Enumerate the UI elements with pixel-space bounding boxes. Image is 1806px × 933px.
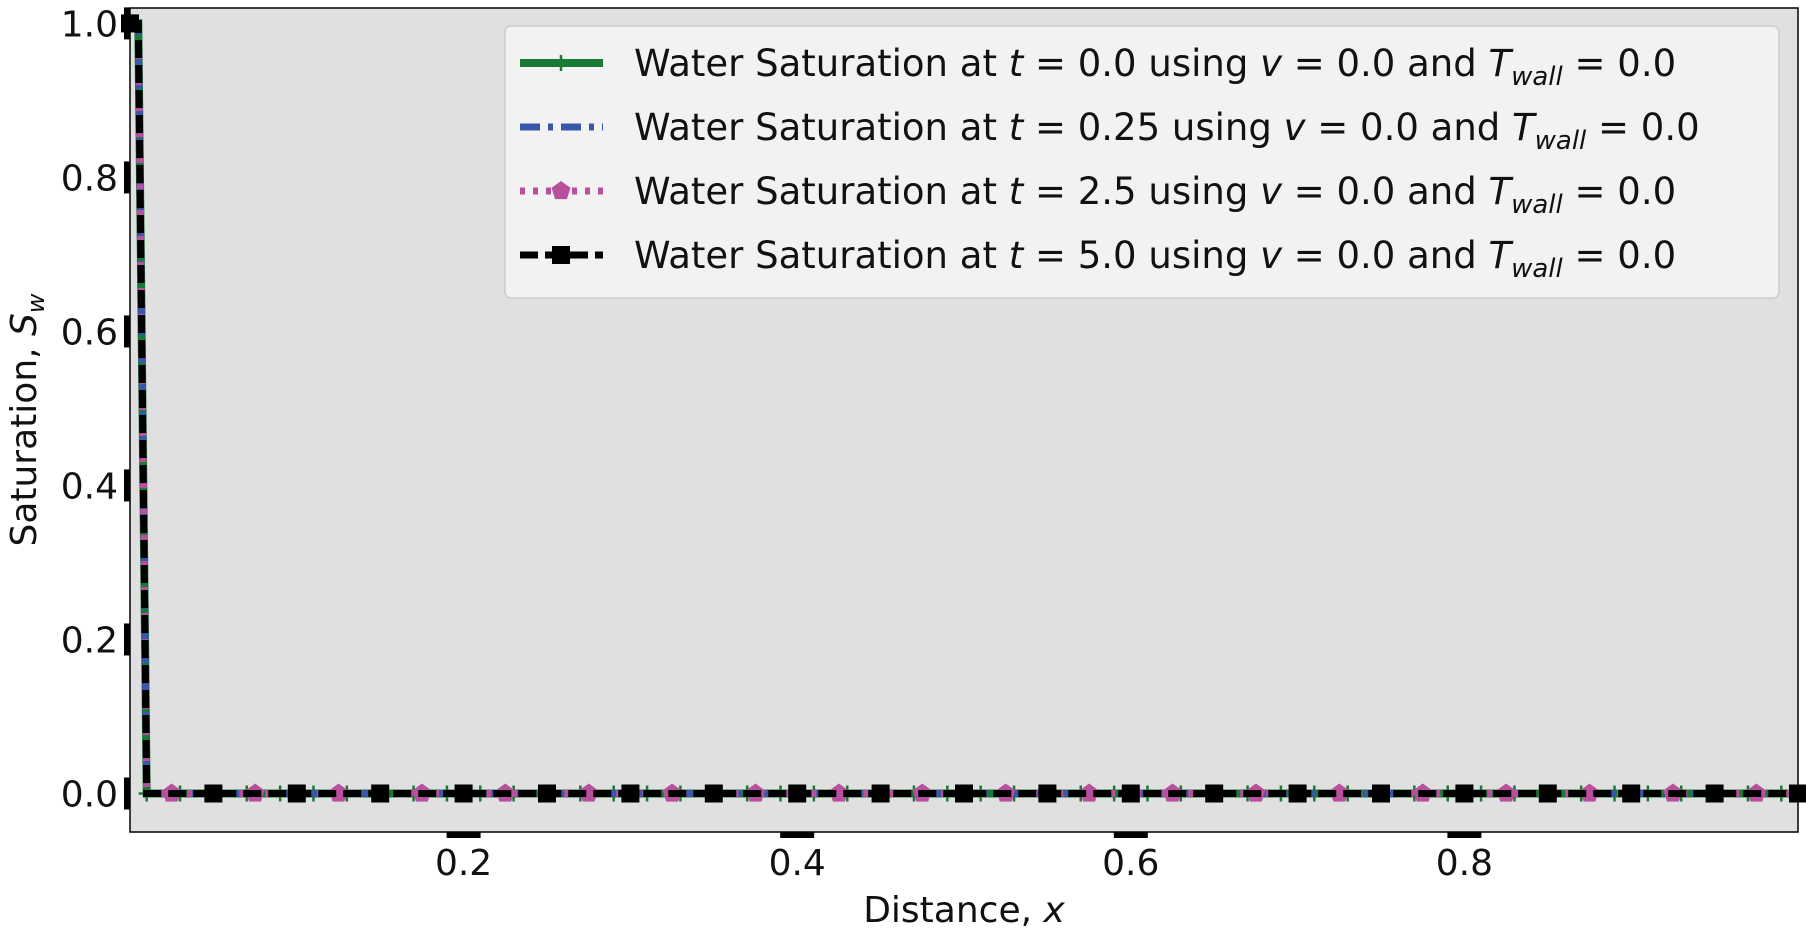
series-4-marker [871,784,890,803]
series-4-marker [371,784,390,803]
y-tick-label: 0.4 [61,466,118,507]
series-4-marker [704,784,723,803]
series-3-marker [1580,783,1599,802]
series-4-marker [1205,784,1224,803]
legend: Water Saturation at t = 0.0 using v = 0.… [504,25,1780,299]
legend-label: Water Saturation at t = 0.25 using v = 0… [634,106,1700,156]
y-tick-label: 0.8 [61,158,118,199]
series-4-marker [454,784,473,803]
series-4-marker [1288,784,1307,803]
x-tick-label: 0.4 [769,843,826,884]
series-4-marker [204,784,223,803]
legend-entry-3: Water Saturation at t = 2.5 using v = 0.… [520,170,1676,220]
legend-entry-1: Water Saturation at t = 0.0 using v = 0.… [520,42,1676,92]
legend-swatch-marker [551,181,571,200]
x-tick-label: 0.2 [435,843,492,884]
legend-label: Water Saturation at t = 2.5 using v = 0.… [634,170,1676,220]
x-axis-label: Distance, x [863,890,1065,931]
series-4-marker [1372,784,1390,803]
series-4-marker [955,784,973,803]
series-4-marker [1622,784,1641,803]
series-3-marker [329,783,348,802]
series-3-marker [1329,783,1349,802]
series-4-marker [1121,784,1140,803]
y-tick-label: 0.2 [61,620,118,661]
series-4-marker [1455,784,1474,803]
series-4-marker [1538,784,1557,803]
legend-box [504,25,1780,299]
legend-swatch-marker [553,55,569,71]
series-4-marker [287,784,306,803]
x-tick-label: 0.6 [1102,843,1159,884]
series-4-marker [1789,784,1806,803]
y-tick-label: 0.6 [61,312,118,353]
series-4-marker [788,784,807,803]
series-3-marker [829,783,849,802]
y-tick-label: 1.0 [61,4,118,45]
series-4-marker [1038,784,1057,803]
y-axis-label: Saturation, Sw [4,293,50,546]
tick-layer: 0.2 0.4 0.6 0.8 0.0 0.2 0.4 0.6 0.8 1.0 [61,4,1493,884]
legend-swatch-marker [552,246,570,264]
legend-entry-2: Water Saturation at t = 0.25 using v = 0… [520,106,1700,156]
series-3-marker [579,783,599,802]
series-4-marker [1705,784,1724,803]
legend-label: Water Saturation at t = 0.0 using v = 0.… [634,42,1676,92]
series-4-marker [621,784,640,803]
legend-label: Water Saturation at t = 5.0 using v = 0.… [634,234,1676,284]
x-tick-label: 0.8 [1436,843,1493,884]
legend-entry-4: Water Saturation at t = 5.0 using v = 0.… [520,234,1676,284]
series-3-marker [1079,783,1099,802]
series-layer [121,14,1806,803]
series-4-marker [538,784,556,803]
y-tick-label: 0.0 [61,774,118,815]
